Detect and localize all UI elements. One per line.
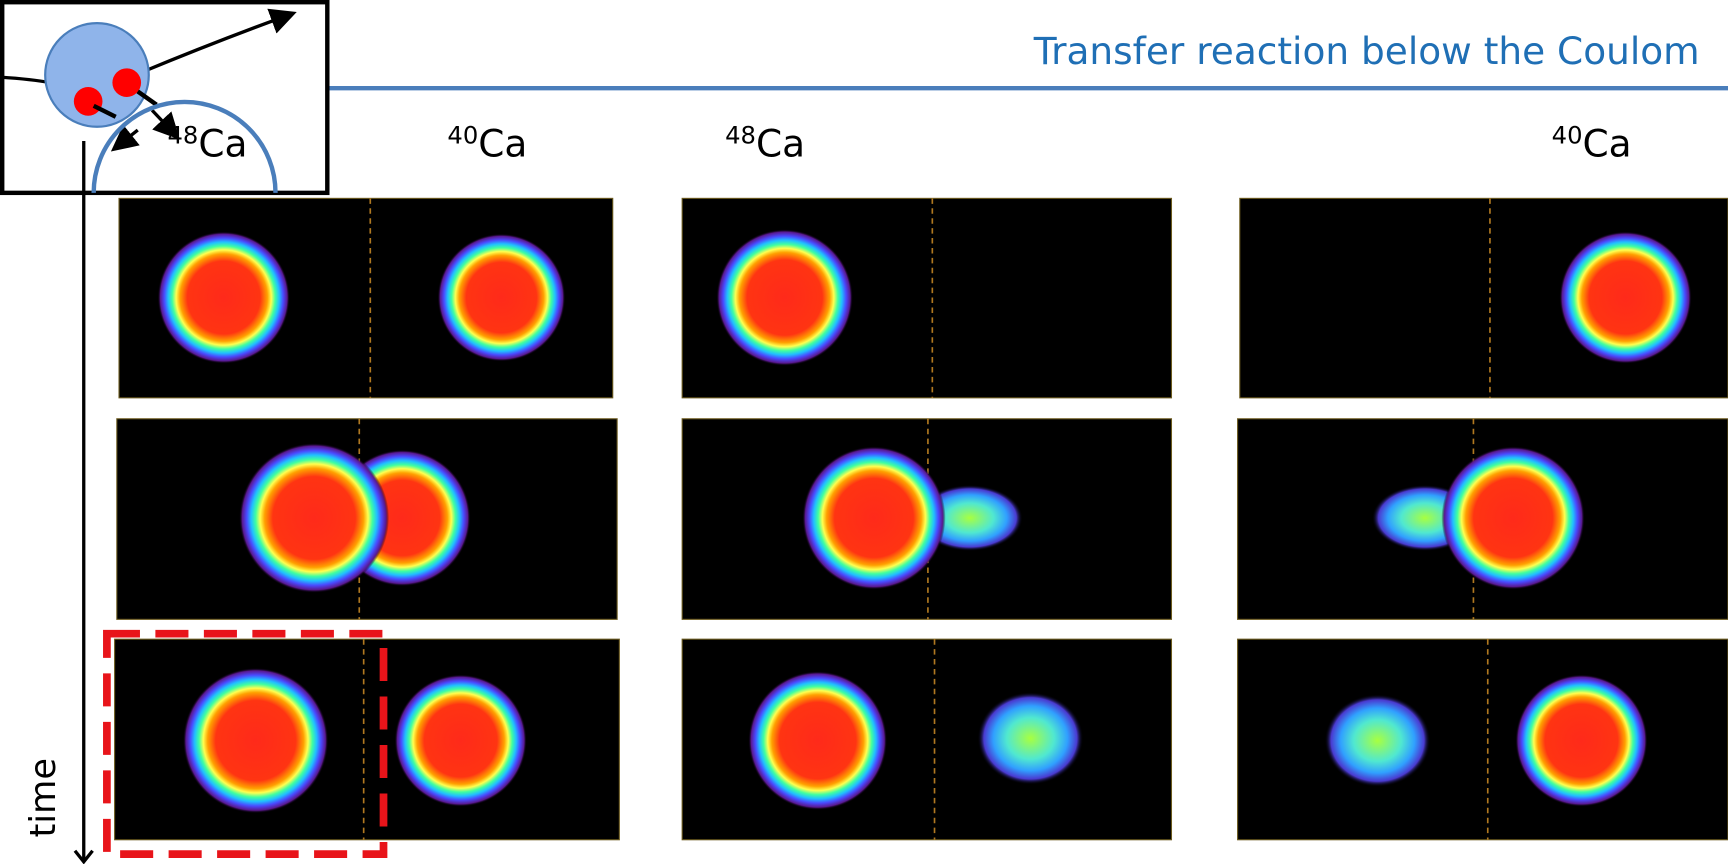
density-panels <box>115 198 1728 839</box>
element-symbol: Ca <box>198 121 247 165</box>
mass-number: 40 <box>447 120 478 149</box>
inset-diagram <box>0 2 327 193</box>
column-label: 48Ca <box>725 120 805 165</box>
page: Transfer reaction below the Coulom 48Ca … <box>0 0 1728 864</box>
column-label: 40Ca <box>447 120 527 165</box>
mass-number: 48 <box>168 120 199 149</box>
time-label: time <box>23 758 64 838</box>
slide: Transfer reaction below the Coulom 48Ca … <box>0 0 1728 864</box>
column-label: 40Ca <box>1552 120 1632 165</box>
element-symbol: Ca <box>1583 121 1632 165</box>
mass-number: 40 <box>1552 120 1583 149</box>
mass-number: 48 <box>725 120 756 149</box>
element-symbol: Ca <box>478 121 527 165</box>
element-symbol: Ca <box>756 121 805 165</box>
slide-title: Transfer reaction below the Coulom <box>1033 29 1700 73</box>
